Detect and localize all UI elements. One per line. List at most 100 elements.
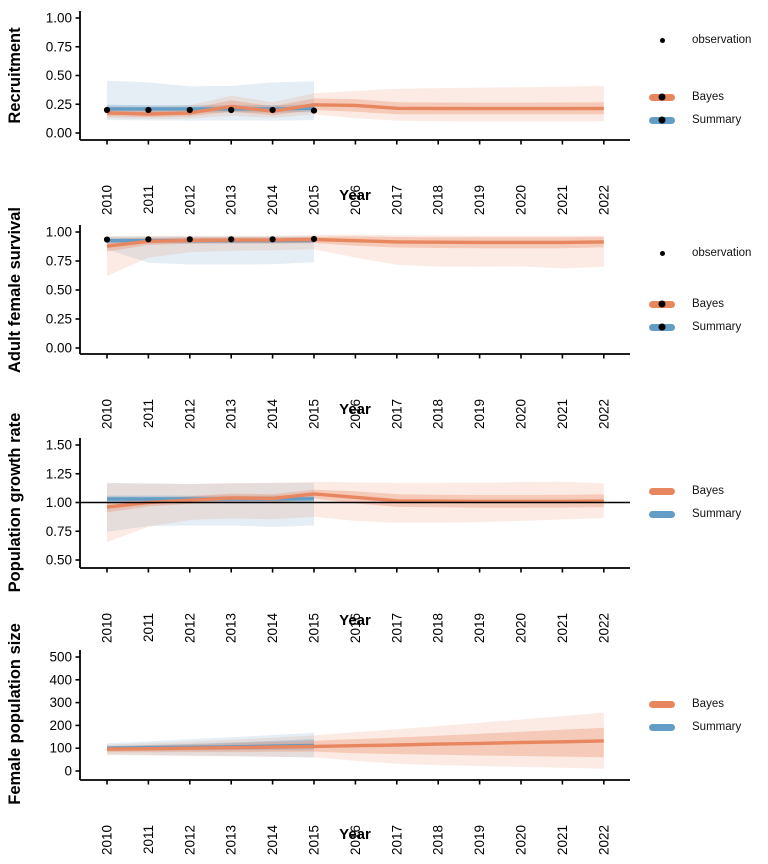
legend-label: Summary <box>692 321 742 333</box>
x-tick-label: 2013 <box>224 185 239 215</box>
bayes-line <box>106 739 604 751</box>
bayes-outer-ribbon <box>107 481 604 543</box>
y-axis-title: Population growth rate <box>6 413 24 593</box>
x-tick-label: 2017 <box>389 825 404 855</box>
y-tick-label: 0.50 <box>46 283 72 298</box>
x-tick-label: 2022 <box>596 399 611 429</box>
x-tick-label: 2016 <box>348 399 363 429</box>
legend-dot <box>658 116 666 124</box>
observation-point <box>269 236 276 243</box>
y-tick-label: 0.75 <box>46 254 72 269</box>
legend-color-bar <box>649 723 675 731</box>
x-tick-label: 2018 <box>431 825 446 855</box>
y-tick-label: 200 <box>49 718 72 733</box>
summary-line-key-icon <box>642 320 682 334</box>
legend-label: Bayes <box>692 698 724 710</box>
x-tick-label: 2020 <box>514 613 529 643</box>
legend-label: Summary <box>692 721 742 733</box>
x-tick-label: 2018 <box>431 185 446 215</box>
y-tick-label: 300 <box>49 695 72 710</box>
x-tick-label: 2010 <box>100 185 115 215</box>
x-axis-title: Year <box>339 612 371 629</box>
female-population-size-plot: 0 100 200 300 400 500 2010 2011 2012 2013 2014 2015… <box>6 623 630 856</box>
x-tick-label: 2014 <box>265 399 280 430</box>
legend-label: Bayes <box>692 91 724 103</box>
x-tick-label: 2019 <box>472 825 487 855</box>
observation-point-icon <box>642 33 682 47</box>
observation-point <box>310 235 318 243</box>
legend-label: Summary <box>692 508 742 520</box>
x-tick-label: 2022 <box>596 185 611 215</box>
legend-color-bar <box>649 510 675 518</box>
y-tick-label: 0 <box>64 764 72 779</box>
x-tick-label: 2020 <box>514 399 529 429</box>
x-tick-label: 2016 <box>348 185 363 215</box>
x-tick-label: 2014 <box>265 825 280 856</box>
y-tick-label: 500 <box>49 650 72 665</box>
adult-female-survival-plot: 0.00 0.25 0.50 0.75 1.00 2010 2011 2012 2013 2014… <box>6 207 630 429</box>
legend-dot <box>658 93 666 101</box>
x-tick-label: 2016 <box>348 825 363 855</box>
y-tick-label: 1.00 <box>46 11 72 26</box>
y-tick-label: 1.00 <box>46 495 72 510</box>
x-tick-label: 2019 <box>472 613 487 643</box>
legend-label: observation <box>692 34 752 46</box>
x-axis-title: Year <box>339 401 371 418</box>
x-tick-label: 2021 <box>555 825 570 855</box>
legend-item-summary: Summary <box>642 720 741 734</box>
x-tick-label: 2011 <box>141 825 156 854</box>
y-axis-title: Adult female survival <box>6 207 24 373</box>
bayes-line-key-icon <box>642 697 682 711</box>
y-axis-title: Female population size <box>6 623 24 805</box>
observation-point <box>228 236 235 243</box>
x-tick-label: 2012 <box>182 185 197 215</box>
y-tick-label: 0.50 <box>46 68 72 83</box>
panel-female-population-size: 0 100 200 300 400 500 2010 2011 2012 2013 2014 2015… <box>0 623 768 864</box>
x-tick-label: 2022 <box>596 825 611 855</box>
legend-item-bayes: Bayes <box>642 697 724 711</box>
x-tick-label: 2016 <box>348 613 363 643</box>
x-tick-label: 2010 <box>100 613 115 643</box>
legend-dot <box>658 323 666 331</box>
legend-dot <box>658 300 666 308</box>
x-tick-label: 2015 <box>307 185 322 215</box>
y-tick-label: 0.75 <box>46 39 72 54</box>
observation-point <box>103 106 111 114</box>
observation-point <box>269 106 276 114</box>
y-tick-label: 0.25 <box>46 312 72 327</box>
x-tick-label: 2018 <box>431 399 446 429</box>
legend-item-summary: Summary <box>642 113 741 127</box>
legend-item-summary: Summary <box>642 507 741 521</box>
summary-line-key-icon <box>642 113 682 127</box>
bayes-line-key-icon <box>642 90 682 104</box>
x-tick-label: 2013 <box>224 825 239 855</box>
bayes-line <box>106 492 604 509</box>
observation-point <box>310 107 318 114</box>
panel-recruitment: 0.00 0.25 0.50 0.75 1.00 2010 2011 2012 2013 2014… <box>0 0 768 216</box>
bayes-outer-ribbon <box>107 712 604 769</box>
summary-outer-ribbon <box>107 236 314 265</box>
y-tick-label: 1.00 <box>46 225 72 240</box>
x-tick-label: 2021 <box>555 185 570 215</box>
observation-point <box>228 106 235 114</box>
legend-label: Summary <box>692 114 742 126</box>
x-axis-title: Year <box>339 187 371 204</box>
x-tick-label: 2010 <box>100 825 115 855</box>
x-tick-label: 2021 <box>555 399 570 429</box>
legend-population-growth-rate: Bayes Summary <box>634 418 768 630</box>
observation-point <box>145 106 152 114</box>
x-tick-label: 2011 <box>141 399 156 428</box>
population-growth-rate-plot: 0.50 0.75 1.00 1.25 1.50 2010 2011 2012 2013 2014… <box>6 413 630 643</box>
x-tick-label: 2020 <box>514 825 529 855</box>
bayes-inner-ribbon <box>107 727 604 758</box>
y-tick-label: 1.50 <box>46 438 72 453</box>
x-tick-label: 2020 <box>514 185 529 215</box>
x-axis-title: Year <box>339 826 371 843</box>
bayes-line-key-icon <box>642 297 682 311</box>
legend-color-bar <box>649 487 675 495</box>
summary-line-key-icon <box>642 720 682 734</box>
observation-point <box>186 236 193 243</box>
legend-item-bayes: Bayes <box>642 90 724 104</box>
y-tick-label: 0.00 <box>46 126 72 141</box>
